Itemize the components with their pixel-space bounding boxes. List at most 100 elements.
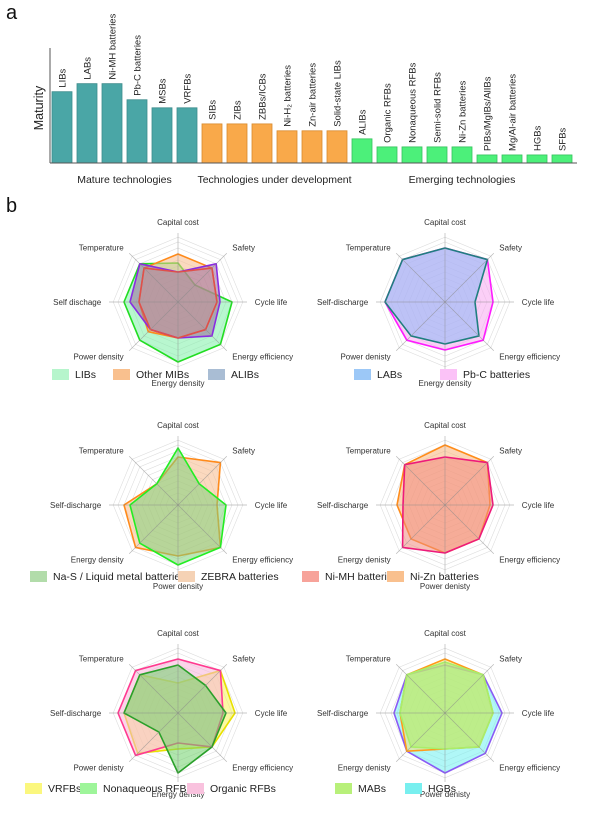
maturity-bar-chart: Maturity LIBs LABs Ni-MH batteries Pb-C batt… bbox=[32, 13, 577, 186]
radar-axis-label: Safety bbox=[499, 655, 522, 664]
legend-swatch bbox=[30, 571, 47, 582]
legend-label: Pb-C batteries bbox=[463, 369, 530, 381]
radar-axis-label: Temperature bbox=[79, 655, 124, 664]
radar-axis-label: Capital cost bbox=[424, 218, 467, 227]
bar bbox=[176, 107, 198, 164]
bar-label: Solid-state LIBs bbox=[333, 60, 344, 127]
radar-axis-label: Power denisty bbox=[420, 790, 470, 799]
bar bbox=[226, 123, 248, 164]
bar bbox=[251, 123, 273, 164]
radar-axis-label: Cycle life bbox=[255, 709, 288, 718]
spoke bbox=[128, 504, 179, 555]
radar-axis-label: Capital cost bbox=[157, 218, 200, 227]
radar-charts: Capital cost Safety Cycle life Energy effic… bbox=[25, 218, 560, 799]
y-axis-title: Maturity bbox=[32, 85, 46, 130]
radar-axis-label: Safety bbox=[499, 447, 522, 456]
bar-label: Pb-C batteries bbox=[133, 35, 144, 96]
series-mabs bbox=[399, 661, 494, 750]
bar bbox=[126, 99, 148, 164]
radar-5: Capital cost Safety Cycle life Energy effic… bbox=[25, 629, 293, 799]
bar-label: SFBs bbox=[558, 127, 569, 150]
panel-label-a: a bbox=[6, 2, 18, 24]
bar-label: Ni-MH batteries bbox=[108, 13, 119, 79]
legend-swatch bbox=[52, 369, 69, 380]
radar-axis-label: Safety bbox=[232, 447, 255, 456]
legend-swatch bbox=[387, 571, 404, 582]
spoke bbox=[444, 252, 495, 303]
spoke bbox=[177, 455, 228, 506]
radar-axis-label: Temperature bbox=[79, 447, 124, 456]
radar-axis-label: Energy density bbox=[419, 379, 472, 388]
legend-swatch bbox=[178, 571, 195, 582]
bar bbox=[151, 107, 173, 164]
legend-swatch bbox=[187, 783, 204, 794]
spoke bbox=[395, 712, 446, 763]
radar-axis-label: Self-discharge bbox=[50, 501, 102, 510]
radar-axis-label: Capital cost bbox=[157, 421, 200, 430]
radar-axis-label: Energy denisty bbox=[338, 555, 391, 564]
legend-label: Ni-Zn batteries bbox=[410, 571, 479, 583]
radar-axis-label: Safety bbox=[232, 244, 255, 253]
spoke bbox=[128, 455, 179, 506]
spoke bbox=[444, 504, 495, 555]
radar-2: Capital cost Safety Cycle life Energy effic… bbox=[317, 218, 560, 388]
radar-axis-label: Safety bbox=[232, 655, 255, 664]
legend-label: Nonaqueous RFBs bbox=[103, 783, 192, 795]
bar-label: Nonaqueous RFBs bbox=[408, 62, 419, 143]
spoke bbox=[395, 663, 446, 714]
legend-swatch bbox=[440, 369, 457, 380]
legend-label: LIBs bbox=[75, 369, 96, 381]
legend-label: MABs bbox=[358, 783, 386, 795]
panel-label-b: b bbox=[6, 195, 17, 217]
radar-axis-label: Cycle life bbox=[522, 298, 555, 307]
bar bbox=[326, 130, 348, 164]
radar-axis-label: Energy density bbox=[152, 790, 205, 799]
bar bbox=[401, 146, 423, 164]
radar-axis-label: Self-discharge bbox=[317, 501, 369, 510]
bar-label: Ni-Zn batteries bbox=[458, 80, 469, 143]
radar-axis-label: Self-discharge bbox=[50, 709, 102, 718]
spoke bbox=[444, 301, 495, 352]
radar-axis-label: Temperature bbox=[346, 447, 391, 456]
bar-label: HGBs bbox=[533, 125, 544, 151]
legend-label: HGBs bbox=[428, 783, 456, 795]
bar-label: VRFBs bbox=[183, 73, 194, 103]
bar-label: ZBBs/ICBs bbox=[258, 73, 269, 120]
bar-label: PIBs/MgIBs/AlIBs bbox=[483, 76, 494, 151]
legend-label: Na-S / Liquid metal batteries bbox=[53, 571, 185, 583]
spoke bbox=[395, 252, 446, 303]
legend-swatch bbox=[25, 783, 42, 794]
radar-axis-label: Energy efficiency bbox=[499, 763, 560, 772]
legend-label: VRFBs bbox=[48, 783, 81, 795]
radar-3: Capital cost Safety Cycle life Energy effic… bbox=[30, 421, 293, 591]
spoke bbox=[128, 252, 179, 303]
radar-axis-label: Capital cost bbox=[424, 421, 467, 430]
bar-label: Ni-H₂ batteries bbox=[283, 65, 294, 127]
spoke bbox=[444, 455, 495, 506]
bar-label: LABs bbox=[83, 57, 94, 80]
bar-label: MSBs bbox=[158, 78, 169, 104]
radar-axis-label: Energy efficiency bbox=[232, 763, 293, 772]
radar-axis-label: Safety bbox=[499, 244, 522, 253]
legend-swatch bbox=[302, 571, 319, 582]
group-label: Mature technologies bbox=[77, 174, 172, 186]
legend-swatch bbox=[113, 369, 130, 380]
spoke bbox=[177, 301, 228, 352]
radar-axis-label: Energy efficiency bbox=[499, 352, 560, 361]
bar bbox=[526, 154, 548, 164]
legend-label: Ni-MH batteries bbox=[325, 571, 398, 583]
bar bbox=[351, 138, 373, 164]
spoke bbox=[177, 712, 228, 763]
radar-axis-label: Temperature bbox=[346, 655, 391, 664]
radar-axis-label: Power denisty bbox=[340, 352, 390, 361]
radar-axis-label: Energy efficiency bbox=[232, 352, 293, 361]
radar-axis-label: Self-discharge bbox=[317, 298, 369, 307]
radar-axis-label: Cycle life bbox=[522, 501, 555, 510]
bar-label: LIBs bbox=[58, 68, 69, 87]
bar bbox=[426, 146, 448, 164]
legend-label: ZEBRA batteries bbox=[201, 571, 279, 583]
radar-axis-label: Cycle life bbox=[255, 298, 288, 307]
radar-axis-label: Capital cost bbox=[424, 629, 467, 638]
spoke bbox=[395, 504, 446, 555]
radar-axis-label: Energy efficiency bbox=[499, 555, 560, 564]
